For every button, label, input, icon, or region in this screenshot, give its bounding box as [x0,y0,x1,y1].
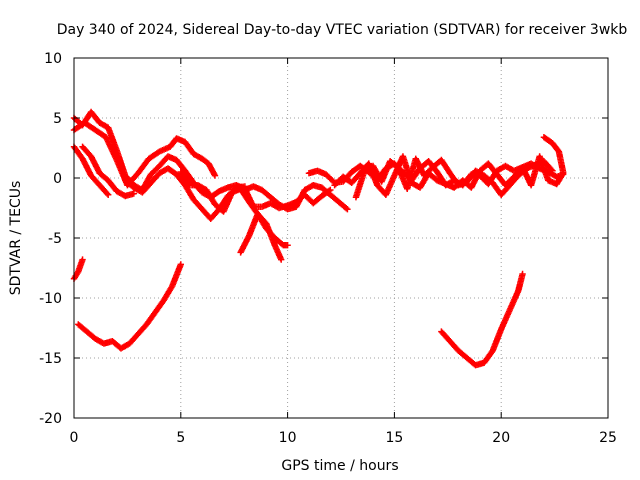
data-point [284,242,291,249]
x-tick-label: 15 [385,430,403,446]
data-point [277,256,285,263]
series-track-l [540,134,567,176]
data-point [559,168,567,176]
series-track-d [79,143,138,200]
data-point [519,270,526,278]
axis-ticks: 0 5 10 15 20 25 -20 -15 -10 -5 0 5 10 [39,51,617,446]
x-axis-label: GPS time / hours [281,458,398,474]
data-point [548,166,555,173]
series-track-o [438,270,526,369]
data-point [342,204,350,212]
grid-lines [74,58,608,418]
y-tick-label: -10 [39,291,62,307]
data-point [130,190,138,197]
y-axis-label: SDTVAR / TECUs [8,181,24,296]
x-tick-label: 20 [492,430,510,446]
series-track-c [70,143,112,198]
y-tick-label: -15 [39,351,62,367]
series-track-g [237,210,285,263]
series-track-n [75,261,184,352]
series-track-m [70,256,86,282]
x-tick-label: 25 [599,430,617,446]
series-track-h [241,182,351,213]
y-tick-label: -5 [48,231,62,247]
data-point [103,190,111,197]
chart-title: Day 340 of 2024, Sidereal Day-to-day VTE… [57,22,628,38]
x-tick-label: 0 [70,430,79,446]
y-tick-label: -20 [39,411,62,427]
y-tick-label: 0 [53,171,62,187]
data-point [211,172,219,179]
y-tick-label: 10 [44,51,62,67]
data-point [79,256,86,263]
series-track-f [177,168,291,249]
y-tick-label: 5 [53,111,62,127]
data-point [104,191,112,198]
x-tick-label: 10 [279,430,297,446]
series-track-k [352,155,556,201]
data-point [177,261,184,268]
data-series [70,108,567,369]
data-point [549,167,556,174]
data-point [344,206,351,213]
x-tick-label: 5 [176,430,185,446]
